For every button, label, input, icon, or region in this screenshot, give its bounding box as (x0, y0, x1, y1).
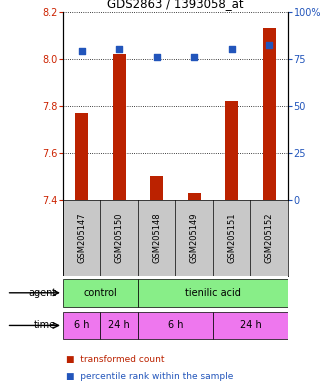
Text: GSM205151: GSM205151 (227, 213, 236, 263)
Bar (138, 279, 288, 306)
Bar (213, 312, 288, 339)
Text: GSM205152: GSM205152 (265, 213, 274, 263)
Text: control: control (83, 288, 117, 298)
Bar (113, 54, 126, 200)
Point (229, 46, 234, 52)
Bar (75, 113, 88, 200)
Text: GSM205149: GSM205149 (190, 213, 199, 263)
Text: ■  percentile rank within the sample: ■ percentile rank within the sample (66, 372, 234, 381)
Text: GSM205148: GSM205148 (152, 213, 161, 263)
Bar (188, 193, 201, 200)
Text: agent: agent (28, 288, 56, 298)
Point (266, 42, 272, 48)
Bar (63, 312, 100, 339)
Text: tienilic acid: tienilic acid (185, 288, 241, 298)
Bar (225, 101, 238, 200)
Bar (150, 176, 163, 200)
Text: GSM205147: GSM205147 (77, 213, 86, 263)
Point (192, 54, 197, 60)
Title: GDS2863 / 1393058_at: GDS2863 / 1393058_at (107, 0, 244, 10)
Bar (138, 312, 213, 339)
Point (79, 48, 84, 54)
Text: 24 h: 24 h (240, 320, 261, 331)
Text: 6 h: 6 h (74, 320, 89, 331)
Text: 24 h: 24 h (108, 320, 130, 331)
Bar (100, 312, 138, 339)
Point (117, 46, 122, 52)
Text: time: time (34, 320, 56, 331)
Text: ■  transformed count: ■ transformed count (66, 354, 165, 364)
Bar (63, 279, 138, 306)
Point (154, 54, 159, 60)
Text: 6 h: 6 h (168, 320, 183, 331)
Text: GSM205150: GSM205150 (115, 213, 124, 263)
Bar (262, 28, 276, 200)
